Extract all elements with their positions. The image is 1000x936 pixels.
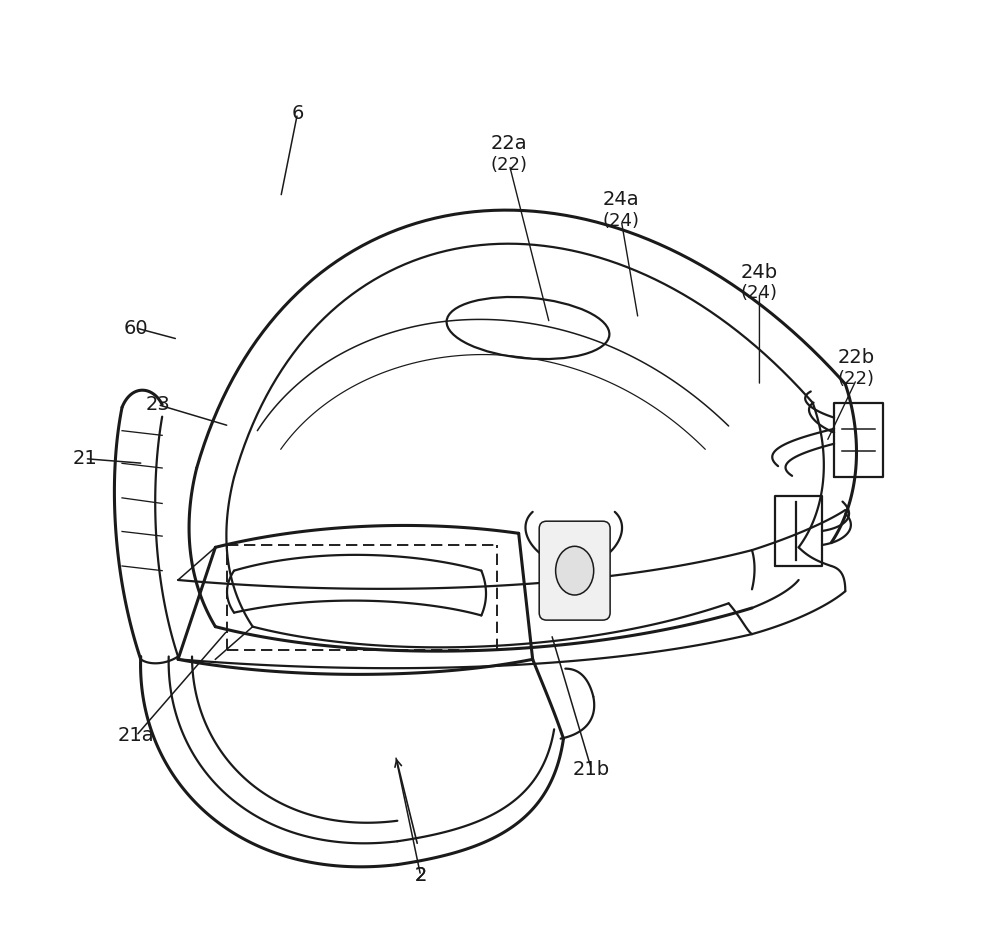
Text: (24): (24) bbox=[741, 284, 778, 301]
Text: 24b: 24b bbox=[741, 262, 778, 282]
Text: 24a: 24a bbox=[603, 190, 640, 209]
Ellipse shape bbox=[556, 547, 594, 595]
Text: 22b: 22b bbox=[838, 348, 875, 367]
Text: (22): (22) bbox=[838, 371, 875, 388]
Text: 2: 2 bbox=[414, 867, 427, 885]
Text: 2: 2 bbox=[414, 867, 427, 885]
FancyBboxPatch shape bbox=[539, 521, 610, 621]
Text: 22a: 22a bbox=[491, 134, 528, 153]
Text: 60: 60 bbox=[124, 318, 148, 338]
Text: (24): (24) bbox=[603, 212, 640, 229]
Text: 23: 23 bbox=[145, 395, 170, 414]
Text: 21a: 21a bbox=[118, 726, 154, 745]
Text: 6: 6 bbox=[291, 104, 304, 123]
Text: (22): (22) bbox=[491, 155, 528, 174]
Text: 21: 21 bbox=[72, 449, 97, 468]
Text: 21b: 21b bbox=[573, 760, 610, 779]
